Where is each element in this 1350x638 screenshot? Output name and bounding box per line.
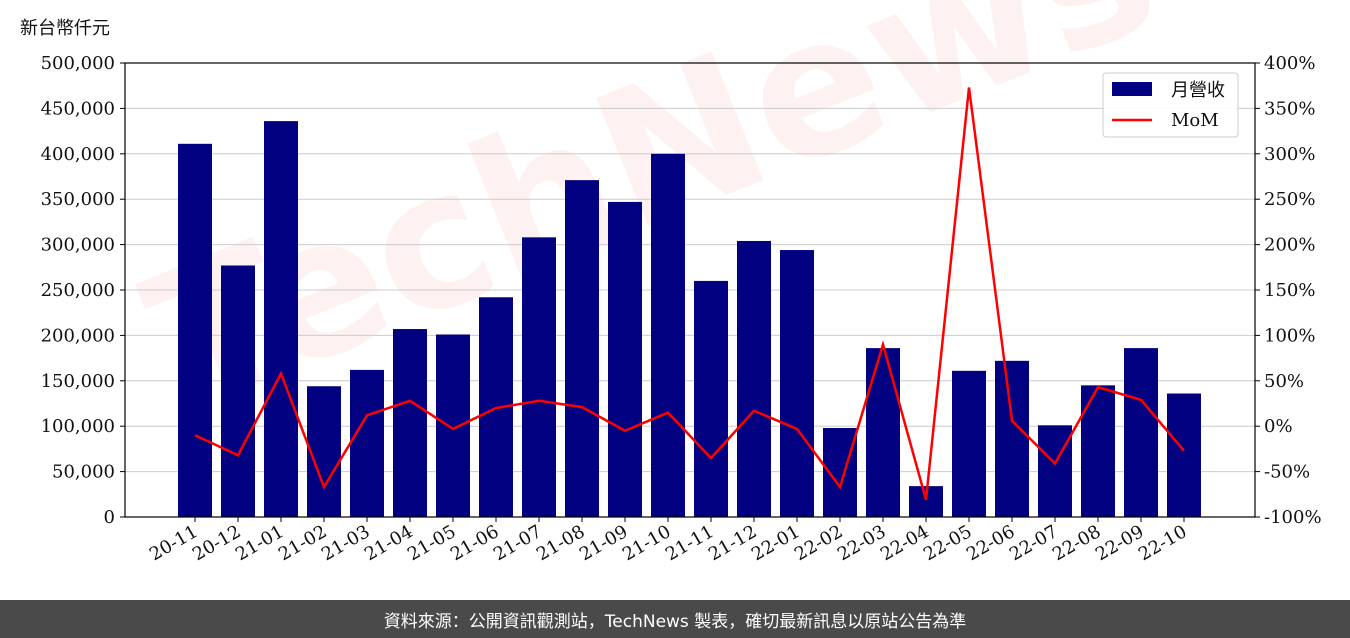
bar-21-07 <box>522 237 556 517</box>
y-right-tick-label: 250% <box>1264 189 1315 210</box>
x-tick-label: 21-07 <box>490 521 545 565</box>
y-right-tick-label: -50% <box>1264 462 1310 483</box>
bar-21-05 <box>436 334 470 517</box>
x-tick-label: 20-12 <box>189 521 244 565</box>
y-left-tick-label: 500,000 <box>41 53 115 74</box>
footer-source-note: 資料來源：公開資訊觀測站，TechNews 製表，確切最新訊息以原站公告為準 <box>0 600 1350 638</box>
legend-swatch-bar <box>1112 82 1152 96</box>
y-left-tick-label: 200,000 <box>41 325 115 346</box>
mom-line <box>194 87 1185 501</box>
x-tick-label: 21-06 <box>447 521 502 565</box>
y-left-tick-label: 450,000 <box>41 98 115 119</box>
bar-21-01 <box>264 121 298 517</box>
bar-21-10 <box>651 153 685 518</box>
y-axis-unit-label: 新台幣仟元 <box>20 18 110 39</box>
y-right-tick-label: 200% <box>1264 235 1315 256</box>
y-left-tick-label: 0 <box>104 507 115 528</box>
y-right-tick-label: 0% <box>1264 416 1293 437</box>
x-tick-label: 22-06 <box>963 521 1018 565</box>
x-tick-label: 21-08 <box>533 521 588 565</box>
legend-label-revenue: 月營收 <box>1171 80 1225 101</box>
y-left-tick-label: 100,000 <box>41 416 115 437</box>
y-right-tick-label: 300% <box>1264 144 1315 165</box>
x-tick-label: 22-08 <box>1049 521 1104 565</box>
x-tick-label: 21-01 <box>232 521 287 565</box>
bar-22-09 <box>1124 348 1158 517</box>
x-tick-label: 22-01 <box>748 521 803 565</box>
x-tick-label: 21-03 <box>318 521 373 565</box>
y-right-tick-label: 150% <box>1264 280 1315 301</box>
bar-22-06 <box>995 360 1029 517</box>
x-tick-label: 22-02 <box>791 521 846 565</box>
bar-21-11 <box>694 280 728 517</box>
bar-20-12 <box>221 265 255 517</box>
x-tick-label: 22-05 <box>920 521 975 565</box>
y-right-tick-label: 350% <box>1264 98 1315 119</box>
y-left-tick-label: 400,000 <box>41 144 115 165</box>
x-tick-label: 22-10 <box>1135 521 1190 565</box>
x-tick-label: 21-02 <box>275 521 330 565</box>
bar-21-03 <box>350 369 384 517</box>
x-tick-label: 21-04 <box>361 521 416 565</box>
bar-21-08 <box>565 180 599 517</box>
bar-20-11 <box>178 143 212 517</box>
bar-21-12 <box>737 240 771 517</box>
bar-22-10 <box>1167 393 1201 517</box>
bar-21-09 <box>608 201 642 517</box>
x-tick-label: 22-09 <box>1092 521 1147 565</box>
bar-22-03 <box>866 348 900 517</box>
x-tick-label: 21-05 <box>404 521 459 565</box>
x-tick-label: 20-11 <box>146 521 201 565</box>
bar-22-08 <box>1081 385 1115 517</box>
x-tick-label: 22-03 <box>834 521 889 565</box>
y-right-tick-label: 50% <box>1264 371 1304 392</box>
x-tick-label: 21-10 <box>619 521 674 565</box>
revenue-chart: 0 50,000 100,000 150,000 200,000 250,000 300,0… <box>41 53 1322 565</box>
bar-21-04 <box>393 329 427 517</box>
x-tick-label: 21-12 <box>705 521 760 565</box>
x-tick-label: 22-07 <box>1006 521 1061 565</box>
legend-label-mom: MoM <box>1171 110 1219 131</box>
y-right-tick-label: 100% <box>1264 325 1315 346</box>
y-right-tick-label: 400% <box>1264 53 1315 74</box>
x-tick-label: 22-04 <box>877 521 932 565</box>
x-tick-label: 21-11 <box>662 521 717 565</box>
bar-21-02 <box>307 386 341 517</box>
y-left-tick-label: 50,000 <box>52 462 115 483</box>
bar-22-01 <box>780 250 814 517</box>
y-left-tick-label: 150,000 <box>41 371 115 392</box>
y-left-tick-label: 350,000 <box>41 189 115 210</box>
y-left-tick-label: 250,000 <box>41 280 115 301</box>
x-tick-label: 21-09 <box>576 521 631 565</box>
y-left-tick-label: 300,000 <box>41 235 115 256</box>
bar-22-05 <box>952 370 986 517</box>
y-right-tick-label: -100% <box>1264 507 1322 528</box>
bar-22-07 <box>1038 425 1072 517</box>
